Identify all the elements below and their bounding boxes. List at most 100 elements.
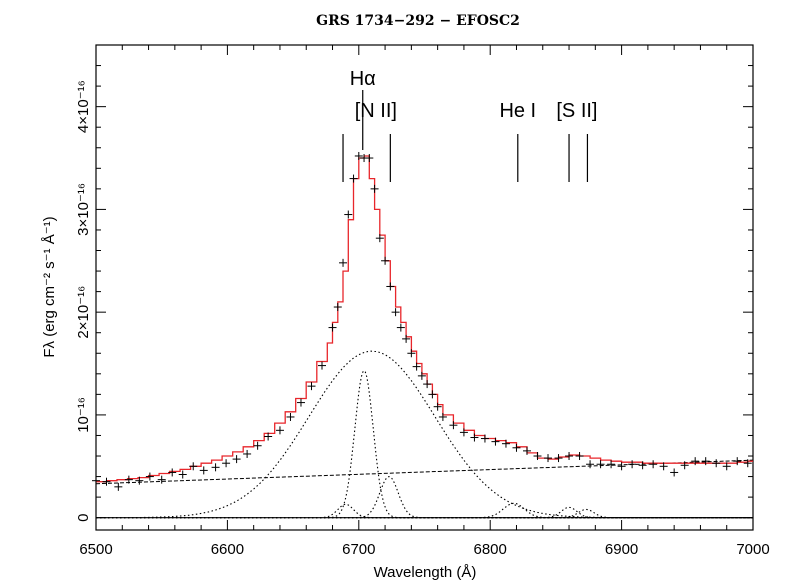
x-tick-label: 6800 [474,541,507,558]
data-point [349,174,358,183]
narrow-gaussian-component [96,369,753,519]
data-point [670,468,679,477]
data-point [168,468,177,477]
data-point [396,323,405,332]
data-point [470,433,479,442]
data-point [391,308,400,317]
data-point [253,441,262,450]
data-point [743,459,752,468]
data-point [375,234,384,243]
data-point [554,454,563,463]
data-point [157,475,166,484]
data-point [596,460,605,469]
y-tick-label: 2×10⁻¹⁶ [75,286,92,339]
model-components [95,350,754,519]
data-point [491,437,500,446]
data-point [102,477,111,486]
data-point [649,460,658,469]
data-point [296,398,305,407]
data-point [189,462,198,471]
plot-frame [95,44,754,531]
data-point [480,434,489,443]
data-point [243,449,252,458]
line-id-label: Hα [350,68,376,90]
data-point [459,428,468,437]
y-axis-label: Fλ (erg cm⁻² s⁻¹ Å⁻¹) [41,216,58,357]
data-point [438,412,447,421]
narrow-gaussian-component [96,503,753,519]
x-tick-label: 6700 [342,541,375,558]
data-point [691,457,700,466]
line-id-marker: [S II] [556,100,597,182]
data-point [339,258,348,267]
data-point [722,462,731,471]
y-tick-label: 3×10⁻¹⁶ [75,183,92,236]
x-axis-label: Wavelength (Å) [374,564,477,581]
data-point [501,439,510,448]
data-point [733,457,742,466]
data-point [607,460,616,469]
data-point [344,210,353,219]
data-point [701,457,710,466]
data-point [659,462,668,471]
data-point [386,282,395,291]
narrow-gaussian-component [96,476,753,519]
data-point [423,380,432,389]
x-tick-label: 6900 [605,541,638,558]
data-point [232,455,241,464]
data-point [333,303,342,312]
data-point [92,476,100,485]
y-axis: 0 10⁻¹⁶ 2×10⁻¹⁶ 3×10⁻¹⁶ 4×10⁻¹⁶ [75,65,753,522]
narrow-gaussian-component [96,508,753,519]
model-step-line [96,155,753,483]
data-point [412,362,421,371]
line-id-marker: [N II] [342,100,397,182]
data-point [199,466,208,475]
x-tick-label: 6600 [211,541,244,558]
chart-title: GRS 1734−292 − EFOSC2 [316,13,520,29]
y-tick-label: 4×10⁻¹⁶ [75,80,92,133]
x-axis: 6500 6600 6700 6800 6900 7000 [79,45,770,558]
data-point [680,461,689,470]
data-point [365,154,374,163]
data-point [286,412,295,421]
data-point [428,390,437,399]
data-point [544,454,553,463]
line-id-marker: Hα [350,68,376,150]
data-point [124,475,133,484]
continuum-component [95,459,754,485]
data-point [533,452,542,461]
data-point [449,421,458,430]
narrow-gaussian-component [96,506,753,519]
data-point [575,452,584,461]
data-point [522,446,531,455]
data-point [145,472,154,481]
data-point [712,459,721,468]
data-point [512,443,521,452]
data-point [114,482,123,491]
line-identifications: Hα [N II] He I [S II] [342,68,597,182]
data-point [222,459,231,468]
line-id-marker: He I [499,100,536,182]
data-point [211,463,220,472]
data-point [628,460,637,469]
data-point [617,462,626,471]
data-point [433,402,442,411]
data-point [402,334,411,343]
line-id-label: [S II] [556,100,597,122]
data-point [178,470,187,479]
data-point [407,349,416,358]
data-point [370,184,379,193]
data-point [565,452,574,461]
data-point [264,432,273,441]
y-tick-label: 10⁻¹⁶ [75,397,92,433]
x-tick-label: 7000 [736,541,769,558]
data-point [354,151,363,160]
data-point [135,476,144,485]
y-tick-label: 0 [75,513,92,521]
data-point [381,256,390,265]
data-point [275,426,284,435]
line-id-label: [N II] [355,100,397,122]
data-point [307,382,316,391]
